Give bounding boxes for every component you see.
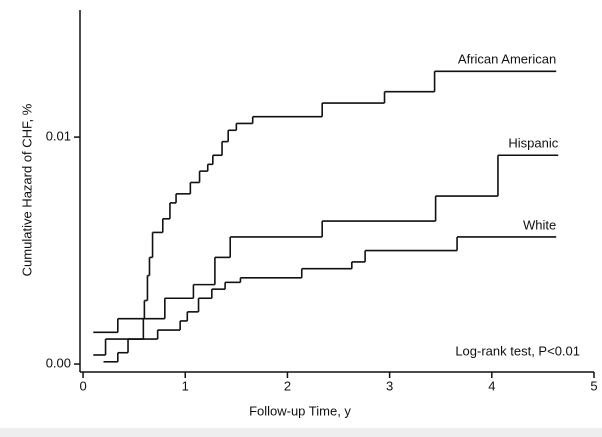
y-axis-title: Cumulative Hazard of CHF, %	[19, 103, 34, 276]
bottom-strip	[0, 428, 602, 437]
x-tick-label: 3	[386, 378, 393, 393]
series-label: White	[523, 217, 556, 232]
series-label: African American	[458, 52, 556, 67]
series-label: Hispanic	[508, 136, 558, 151]
x-tick-label: 1	[182, 378, 189, 393]
x-tick-label: 5	[590, 378, 597, 393]
y-tick-label: 0.00	[46, 355, 71, 370]
x-axis-title: Follow-up Time, y	[249, 403, 351, 418]
x-tick-label: 2	[284, 378, 291, 393]
x-tick-label: 4	[488, 378, 495, 393]
annotation: Log-rank test, P<0.01	[455, 343, 580, 358]
y-tick-label: 0.01	[46, 129, 71, 144]
x-tick-label: 0	[79, 378, 86, 393]
